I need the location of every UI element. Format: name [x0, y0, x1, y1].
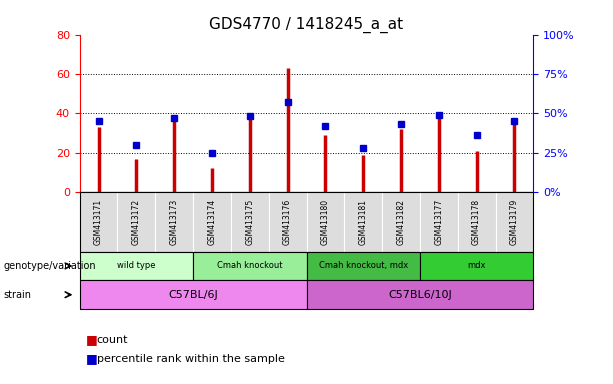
Text: GSM413172: GSM413172	[132, 199, 141, 245]
Text: Cmah knockout: Cmah knockout	[217, 262, 283, 270]
Text: GSM413182: GSM413182	[397, 199, 406, 245]
Text: wild type: wild type	[117, 262, 156, 270]
Text: GSM413174: GSM413174	[207, 199, 216, 245]
Text: GSM413180: GSM413180	[321, 199, 330, 245]
Text: GSM413175: GSM413175	[245, 199, 254, 245]
Text: percentile rank within the sample: percentile rank within the sample	[97, 354, 284, 364]
Text: strain: strain	[3, 290, 31, 300]
Text: ■: ■	[86, 353, 97, 366]
Text: GSM413176: GSM413176	[283, 199, 292, 245]
Text: C57BL6/10J: C57BL6/10J	[388, 290, 452, 300]
Text: GSM413177: GSM413177	[434, 199, 443, 245]
Text: C57BL/6J: C57BL/6J	[168, 290, 218, 300]
Text: GSM413179: GSM413179	[510, 199, 519, 245]
Text: mdx: mdx	[467, 262, 486, 270]
Text: Cmah knockout, mdx: Cmah knockout, mdx	[319, 262, 408, 270]
Text: GSM413178: GSM413178	[472, 199, 481, 245]
Text: GDS4770 / 1418245_a_at: GDS4770 / 1418245_a_at	[210, 17, 403, 33]
Text: GSM413171: GSM413171	[94, 199, 103, 245]
Text: genotype/variation: genotype/variation	[3, 261, 96, 271]
Text: count: count	[97, 335, 128, 345]
Text: ■: ■	[86, 333, 97, 346]
Text: GSM413181: GSM413181	[359, 199, 368, 245]
Text: GSM413173: GSM413173	[170, 199, 179, 245]
